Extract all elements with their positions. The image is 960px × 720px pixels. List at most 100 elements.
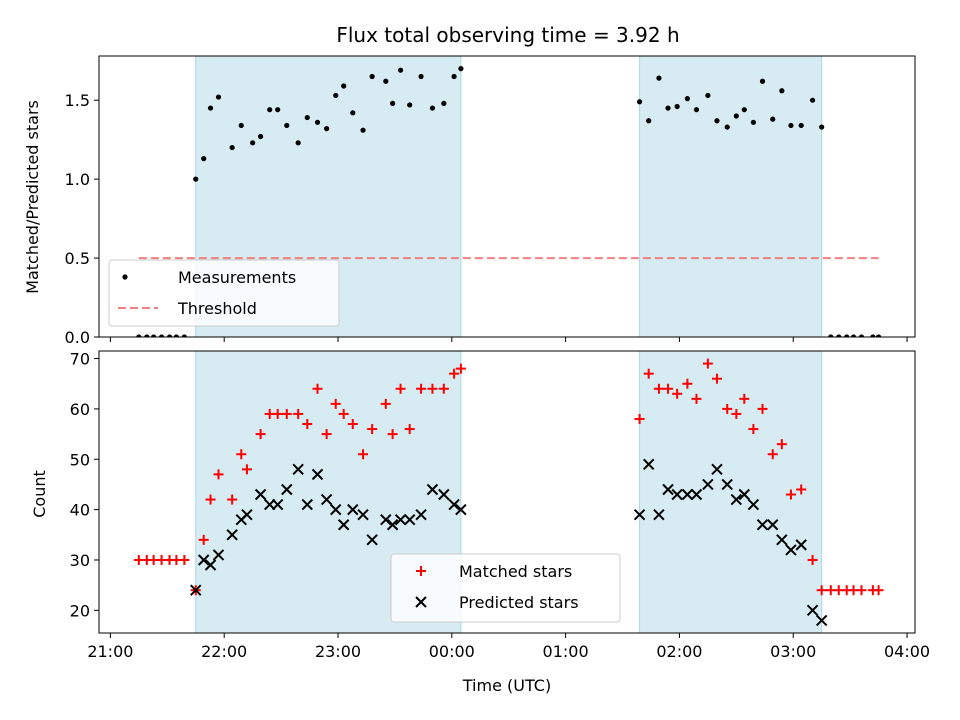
matched-stars-point	[312, 383, 323, 394]
measurement-point	[770, 116, 776, 122]
measurement-point	[304, 114, 310, 121]
predicted-stars-point	[455, 503, 467, 516]
predicted-stars-point	[311, 468, 324, 481]
matched-stars-point	[179, 554, 190, 565]
matched-stars-point	[338, 408, 349, 419]
matched-stars-point	[236, 449, 247, 460]
measurement-point	[636, 99, 643, 105]
measurement-point	[750, 119, 756, 125]
matched-stars-point	[663, 383, 674, 394]
axes-frame	[98, 350, 916, 634]
measurement-point	[284, 122, 290, 129]
matched-stars-point	[672, 388, 683, 399]
measurement-point	[360, 127, 366, 133]
matched-stars-point	[691, 393, 702, 404]
measurement-point	[238, 122, 244, 129]
measurement-point	[779, 88, 785, 94]
x-tick-label: 01:00	[543, 642, 589, 661]
predicted-stars-point	[366, 534, 378, 546]
y-tick-label: 40	[70, 501, 90, 520]
predicted-stars-point	[415, 508, 427, 521]
predicted-stars-point	[226, 529, 238, 541]
axes-frame	[98, 55, 916, 338]
legend-label: Threshold	[177, 299, 257, 318]
predicted-stars-point	[711, 463, 723, 476]
predicted-stars-point	[254, 488, 267, 501]
predicted-stars-point	[662, 483, 674, 496]
matched-stars-point	[739, 393, 750, 404]
predicted-stars-point	[785, 544, 797, 556]
matched-stars-point	[395, 383, 406, 394]
matched-stars-point	[682, 378, 693, 389]
predicted-stars-point	[756, 519, 769, 531]
predicted-stars-point	[281, 483, 293, 496]
matched-stars-point	[302, 419, 313, 430]
matched-stars-point	[380, 398, 391, 409]
y-tick-label: 30	[70, 551, 90, 570]
predicted-stars-point	[204, 559, 217, 571]
measurement-point	[429, 105, 436, 111]
measurement-point	[451, 73, 457, 80]
predicted-stars-point	[702, 478, 714, 491]
measurement-point	[250, 140, 256, 146]
measurement-point	[809, 97, 816, 103]
predicted-stars-point	[747, 498, 760, 511]
matched-stars-point	[702, 358, 713, 369]
predicted-stars-point	[241, 508, 253, 521]
matched-stars-point	[776, 439, 787, 450]
matched-stars-point	[653, 383, 664, 394]
predicted-stars-point	[337, 519, 350, 531]
predicted-stars-point	[438, 488, 450, 501]
measurement-point	[341, 83, 347, 89]
predicted-stars-point	[681, 488, 694, 501]
measurement-point	[275, 107, 281, 113]
measurement-point	[314, 119, 321, 125]
predicted-stars-point	[730, 493, 743, 506]
measurement-point	[151, 334, 157, 337]
matched-stars-point	[634, 413, 645, 424]
x-tick-label: 00:00	[429, 642, 475, 661]
measurement-point	[158, 334, 165, 337]
matched-stars-point	[330, 398, 341, 409]
measurement-point	[844, 334, 850, 337]
predicted-stars-point	[380, 513, 392, 526]
legend-box	[108, 259, 340, 327]
predicted-stars-point	[394, 513, 407, 526]
matched-stars-point	[227, 494, 238, 505]
measurement-point	[418, 73, 424, 80]
measurement-point	[267, 107, 273, 113]
x-tick-label: 23:00	[315, 642, 361, 661]
bottom-panel-counts: Count Time (UTC) 21:00 22:00 23:00 00:00 01:…	[30, 350, 930, 695]
matched-stars-point	[455, 363, 466, 374]
plot-area	[133, 358, 884, 627]
measurement-point	[390, 100, 396, 106]
y-tick-label: 50	[70, 450, 90, 469]
top-panel-measurements: Flux total observing time = 3.92 h Match…	[23, 23, 916, 347]
matched-stars-point	[785, 489, 796, 500]
matched-stars-point	[767, 449, 778, 460]
measurement-point	[258, 133, 264, 140]
predicted-stars-point	[776, 534, 788, 546]
measurement-point	[441, 100, 447, 106]
matched-stars-point	[241, 464, 252, 475]
matched-stars-point	[213, 469, 224, 480]
measurement-point	[229, 144, 235, 151]
measurement-point	[798, 122, 804, 129]
y-tick-label: 70	[70, 350, 90, 369]
measurement-point	[674, 103, 680, 110]
matched-stars-point	[205, 494, 216, 505]
measurement-point	[324, 126, 330, 132]
measurement-point	[741, 107, 747, 113]
matched-stars-point	[272, 408, 283, 419]
matched-stars-point	[449, 368, 460, 379]
predicted-stars-point	[690, 488, 703, 501]
measurement-point	[333, 92, 339, 99]
predicted-stars-point	[653, 508, 665, 521]
measurement-point	[836, 334, 842, 337]
y-axis-label-top: Matched/Predicted stars	[23, 100, 42, 294]
measurement-point	[828, 334, 834, 337]
measurement-point	[870, 334, 876, 337]
matched-stars-point	[748, 424, 759, 435]
measurement-point	[144, 334, 150, 337]
